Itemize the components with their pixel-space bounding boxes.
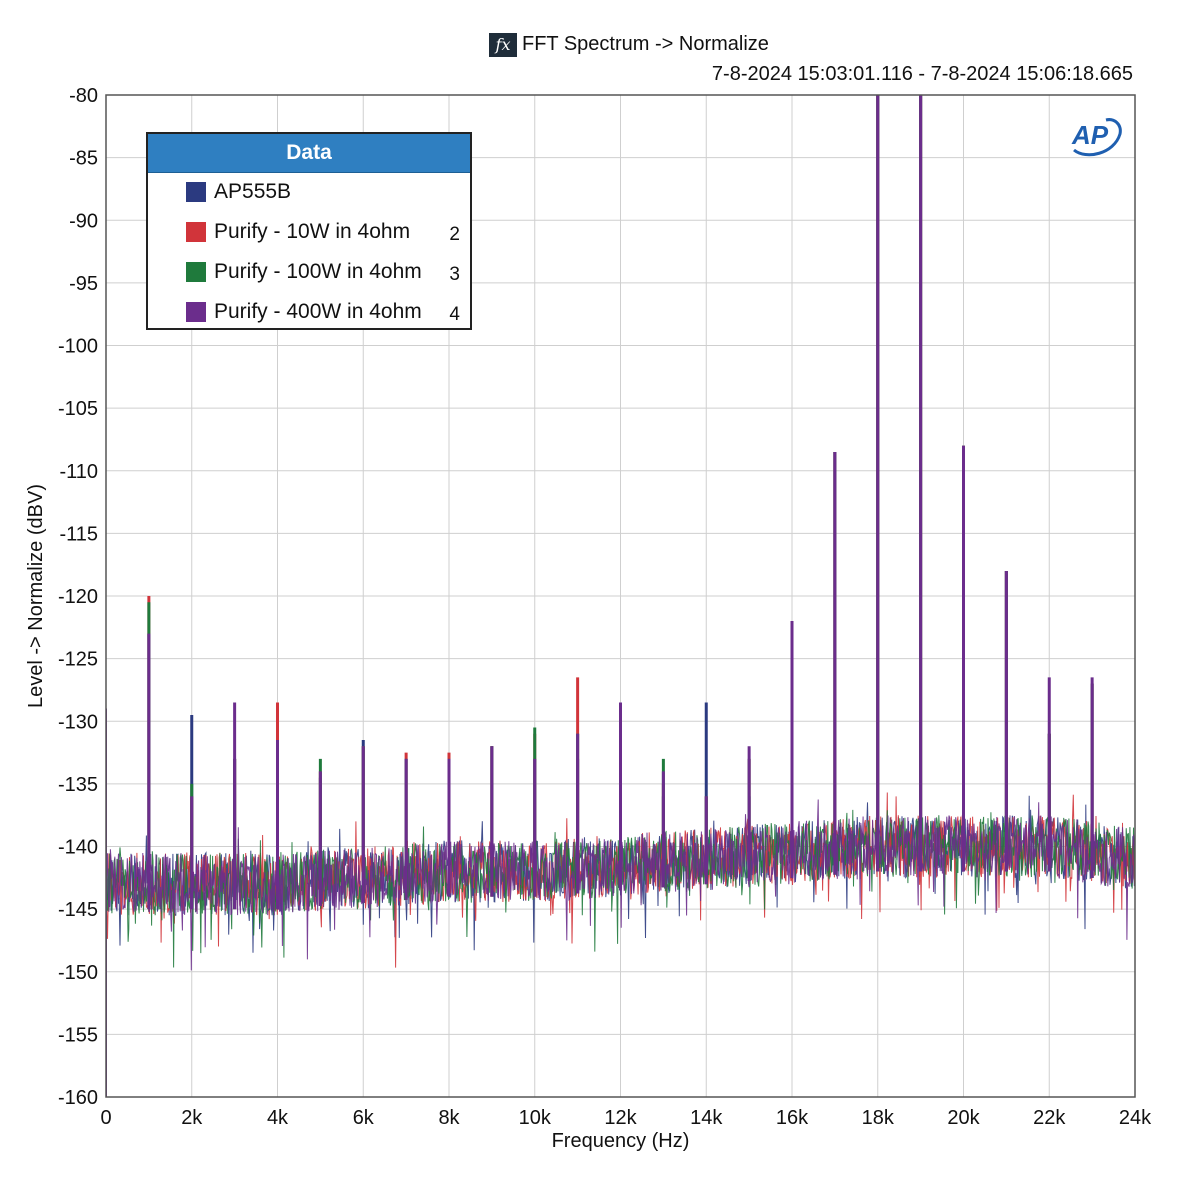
- legend-label: Purify - 100W in 4ohm: [214, 260, 422, 283]
- x-tick-label: 6k: [353, 1107, 375, 1129]
- y-tick-label: -105: [58, 398, 98, 420]
- y-axis-ticks: -80 -85 -90 -95 -100 -105 -110 -115 -120 -125 -130…: [58, 85, 98, 1109]
- y-tick-label: -120: [58, 586, 98, 608]
- fx-function-icon[interactable]: fx: [489, 33, 517, 57]
- y-tick-label: -95: [69, 273, 98, 295]
- legend-index: 3: [449, 264, 460, 285]
- legend-index: 4: [449, 304, 460, 325]
- ap-logo-text: AP: [1071, 120, 1109, 150]
- legend-swatch: [186, 222, 206, 242]
- x-axis-title: Frequency (Hz): [552, 1130, 690, 1152]
- x-tick-label: 20k: [947, 1107, 980, 1129]
- series-layer: [106, 95, 1135, 1097]
- legend-swatch: [186, 262, 206, 282]
- legend-swatch: [186, 182, 206, 202]
- x-tick-label: 22k: [1033, 1107, 1066, 1129]
- y-tick-label: -125: [58, 649, 98, 671]
- y-tick-label: -130: [58, 711, 98, 733]
- y-tick-label: -160: [58, 1087, 98, 1109]
- x-tick-label: 16k: [776, 1107, 809, 1129]
- legend-index: 2: [449, 224, 460, 245]
- legend-swatch: [186, 302, 206, 322]
- x-tick-label: 10k: [519, 1107, 552, 1129]
- x-tick-label: 0: [100, 1107, 111, 1129]
- x-tick-label: 18k: [862, 1107, 895, 1129]
- x-tick-label: 8k: [438, 1107, 460, 1129]
- legend-item[interactable]: Purify - 100W in 4ohm 3: [148, 253, 470, 293]
- legend-item[interactable]: Purify - 10W in 4ohm 2: [148, 213, 470, 253]
- x-tick-label: 14k: [690, 1107, 723, 1129]
- y-tick-label: -135: [58, 774, 98, 796]
- x-tick-label: 4k: [267, 1107, 289, 1129]
- y-tick-label: -90: [69, 210, 98, 232]
- y-tick-label: -150: [58, 962, 98, 984]
- legend-label: Purify - 400W in 4ohm: [214, 300, 422, 323]
- plot-area-border: [105, 94, 1136, 1098]
- y-tick-label: -115: [59, 523, 98, 545]
- chart-title: FFT Spectrum -> Normalize: [522, 33, 769, 55]
- legend-label: AP555B: [214, 180, 292, 203]
- y-tick-label: -140: [58, 837, 98, 859]
- y-tick-label: -145: [58, 899, 98, 921]
- legend-item[interactable]: AP555B: [148, 173, 470, 213]
- y-tick-label: -155: [58, 1024, 98, 1046]
- x-axis-ticks: 0 2k 4k 6k 8k 10k 12k 14k 16k 18k 20k 22k 24k: [100, 1107, 1152, 1129]
- ap-logo: AP: [1071, 118, 1122, 157]
- y-tick-label: -80: [69, 85, 98, 107]
- chart-title-row: fx FFT Spectrum -> Normalize: [0, 30, 1199, 60]
- x-tick-label: 2k: [181, 1107, 203, 1129]
- x-tick-label: 24k: [1119, 1107, 1152, 1129]
- chart-time-range: 7-8-2024 15:03:01.116 - 7-8-2024 15:06:1…: [711, 63, 1133, 85]
- y-tick-label: -100: [58, 336, 98, 358]
- series-group: [106, 95, 1135, 1097]
- y-axis-title: Level -> Normalize (dBV): [25, 484, 47, 708]
- legend[interactable]: Data AP555B Purify - 10W in 4ohm 2 Purif…: [146, 132, 472, 330]
- y-tick-label: -110: [59, 461, 98, 483]
- legend-item[interactable]: Purify - 400W in 4ohm 4: [148, 293, 470, 333]
- y-tick-label: -85: [69, 148, 98, 170]
- legend-title: Data: [148, 134, 470, 173]
- legend-label: Purify - 10W in 4ohm: [214, 220, 411, 243]
- x-tick-label: 12k: [604, 1107, 637, 1129]
